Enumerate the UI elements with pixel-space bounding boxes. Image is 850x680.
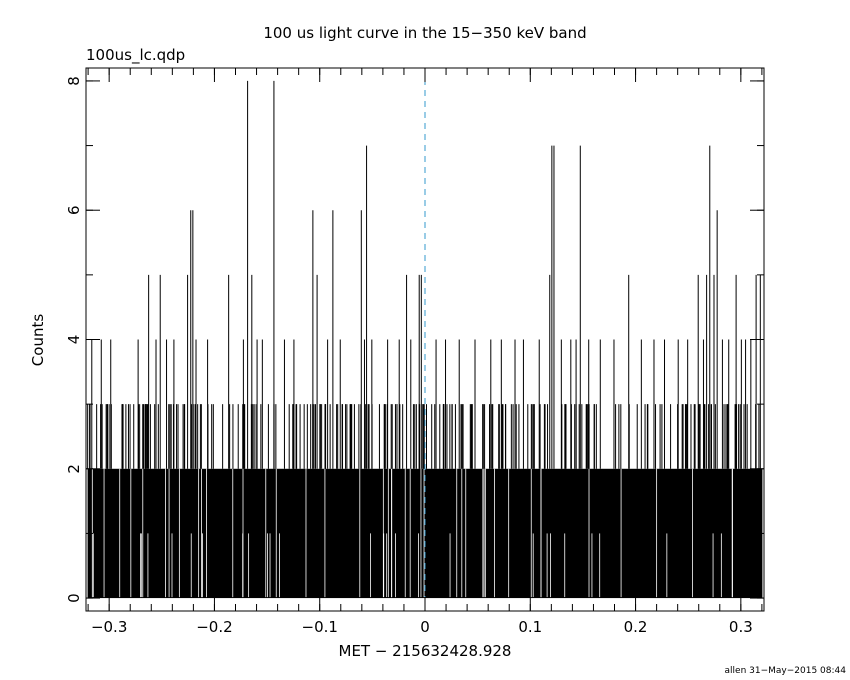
y-tick-label: 6 xyxy=(65,205,83,215)
y-axis-label: Counts xyxy=(29,314,47,367)
chart-title: 100 us light curve in the 15−350 keV ban… xyxy=(263,24,586,42)
x-tick-label: −0.3 xyxy=(91,618,127,636)
y-tick-label: 2 xyxy=(65,464,83,474)
x-tick-label: −0.2 xyxy=(196,618,232,636)
y-tick-label: 8 xyxy=(65,76,83,86)
y-tick-label: 4 xyxy=(65,335,83,345)
histogram-peaks xyxy=(91,80,761,469)
y-ticks: 0 2 4 6 8 xyxy=(65,76,764,603)
footer-stamp: allen 31−May−2015 08:44 xyxy=(725,666,847,676)
x-tick-label: 0 xyxy=(420,618,430,636)
x-tick-label: 0.2 xyxy=(624,618,648,636)
x-tick-label: −0.1 xyxy=(302,618,338,636)
plot-frame xyxy=(85,67,765,612)
x-ticks: −0.3 −0.2 −0.1 0 0.1 0.2 0.3 xyxy=(87,68,763,636)
x-tick-label: 0.3 xyxy=(729,618,753,636)
y-tick-label: 0 xyxy=(65,593,83,603)
x-axis-label: MET − 215632428.928 xyxy=(339,642,512,660)
x-tick-label: 0.1 xyxy=(518,618,542,636)
file-label: 100us_lc.qdp xyxy=(86,46,185,65)
